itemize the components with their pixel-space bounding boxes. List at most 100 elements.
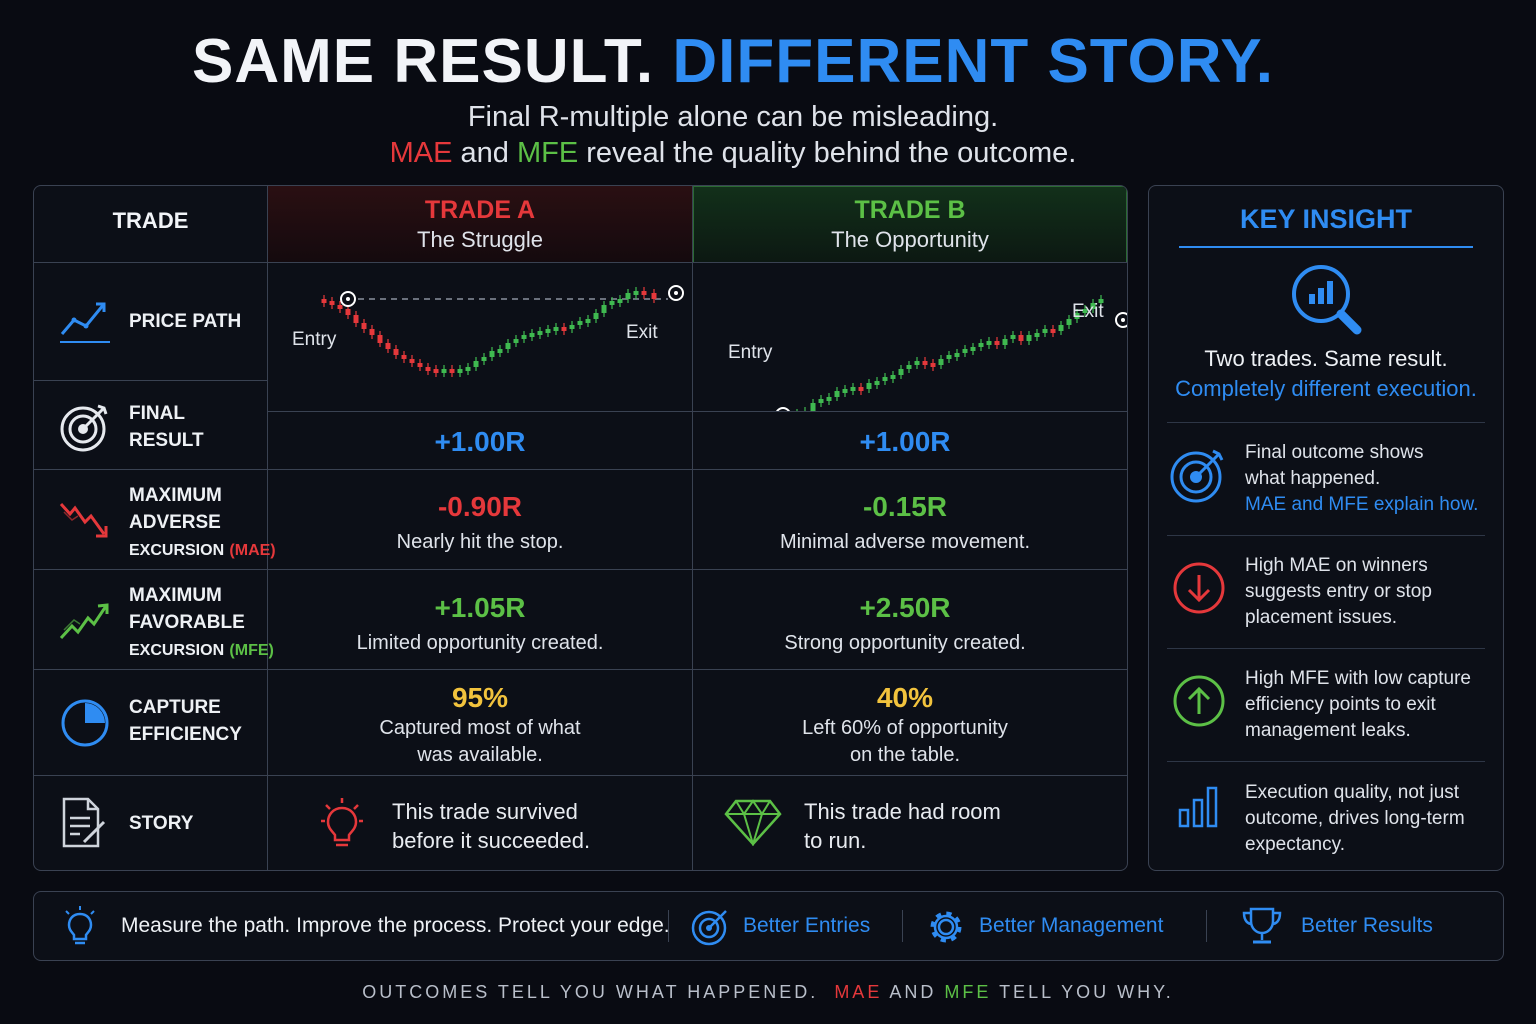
trade-a-mfe-note: Limited opportunity created. bbox=[356, 632, 604, 654]
trade-a-story: This trade survived before it succeeded. bbox=[392, 797, 590, 855]
candle bbox=[417, 359, 423, 371]
candle bbox=[425, 363, 431, 375]
footer-mfe: MFE bbox=[944, 982, 992, 1002]
candle bbox=[882, 373, 888, 385]
candle bbox=[842, 385, 848, 397]
subtitle-and: and bbox=[460, 137, 509, 169]
bottom-bar: Measure the path. Improve the process. P… bbox=[33, 891, 1504, 961]
trade-a-tagline: The Struggle bbox=[417, 227, 543, 252]
candle bbox=[906, 361, 912, 373]
insight-item-4-line-3: expectancy. bbox=[1245, 834, 1345, 855]
target-icon bbox=[60, 404, 108, 452]
footer-part-2: TELL YOU WHY. bbox=[999, 982, 1174, 1002]
insight-item-1: Final outcome shows what happened. MAE a… bbox=[1245, 440, 1495, 518]
candle bbox=[1018, 331, 1024, 345]
insight-item-4-line-2: outcome, drives long-term bbox=[1245, 808, 1465, 829]
candle bbox=[1042, 325, 1048, 337]
candle bbox=[393, 345, 399, 359]
trade-a-capture-note-1: Captured most of what bbox=[379, 717, 581, 739]
footer-and: AND bbox=[889, 982, 937, 1002]
candle bbox=[946, 351, 952, 363]
trade-b-price-chart bbox=[776, 295, 1127, 411]
trade-b-story: This trade had room to run. bbox=[804, 797, 1001, 855]
mfe-label-1: MAXIMUM bbox=[129, 585, 222, 606]
mae-label: MAXIMUM ADVERSE EXCURSION (MAE) bbox=[129, 482, 276, 564]
candle bbox=[804, 407, 806, 411]
subtitle-mfe: MFE bbox=[516, 137, 579, 169]
candle bbox=[914, 357, 920, 369]
title-blue: DIFFERENT STORY. bbox=[672, 27, 1274, 96]
candle bbox=[481, 353, 487, 365]
candle bbox=[978, 339, 984, 351]
mae-abbr: (MAE) bbox=[229, 542, 276, 559]
capture-label-1: CAPTURE bbox=[129, 697, 221, 718]
capture-efficiency-label: CAPTURE EFFICIENCY bbox=[129, 694, 242, 748]
candle bbox=[962, 345, 968, 357]
magnifier-chart-icon bbox=[1292, 265, 1362, 335]
footer-mae: MAE bbox=[834, 982, 883, 1002]
candle bbox=[385, 339, 391, 353]
better-results-link: Better Results bbox=[1301, 914, 1433, 937]
candle bbox=[970, 343, 976, 355]
lightbulb-icon bbox=[65, 906, 95, 945]
comparison-table: TRADE TRADE A The Struggle TRADE B The O… bbox=[33, 185, 1128, 871]
insight-item-1-line-1: Final outcome shows bbox=[1245, 442, 1424, 463]
candle bbox=[1050, 325, 1056, 337]
arrow-down-circle-icon bbox=[1173, 562, 1225, 614]
trade-a-story-1: This trade survived bbox=[392, 799, 578, 824]
insight-item-2-line-1: High MAE on winners bbox=[1245, 555, 1428, 576]
candle bbox=[569, 321, 575, 333]
gear-icon bbox=[930, 911, 962, 943]
trade-b-exit-label: Exit bbox=[1072, 301, 1104, 322]
entry-marker bbox=[776, 407, 790, 411]
footer-part-1: OUTCOMES TELL YOU WHAT HAPPENED. bbox=[362, 982, 819, 1002]
key-insight-panel: KEY INSIGHT Two trades. Same result. Com… bbox=[1148, 185, 1504, 871]
candle bbox=[1058, 321, 1064, 335]
diamond-icon bbox=[724, 799, 782, 846]
target-icon bbox=[1170, 449, 1224, 503]
trade-b-mae-value: -0.15R bbox=[862, 491, 948, 522]
candle bbox=[1010, 331, 1016, 343]
insight-item-2: High MAE on winners suggests entry or st… bbox=[1245, 553, 1495, 631]
trade-a-capture-value: 95% bbox=[451, 682, 509, 713]
candle bbox=[489, 347, 495, 361]
trade-b-entry-label: Entry bbox=[728, 342, 773, 363]
insight-item-1-line-3: MAE and MFE explain how. bbox=[1245, 494, 1479, 515]
insight-item-2-line-2: suggests entry or stop bbox=[1245, 581, 1432, 602]
bar-chart-icon bbox=[1178, 786, 1218, 828]
candle bbox=[1034, 329, 1040, 341]
candle bbox=[377, 331, 383, 347]
downtrend-icon bbox=[59, 502, 108, 538]
candle bbox=[505, 339, 511, 353]
trade-a-price-chart bbox=[321, 285, 684, 377]
candle bbox=[521, 331, 527, 343]
capture-label-2: EFFICIENCY bbox=[129, 724, 242, 745]
trophy-icon bbox=[1242, 907, 1282, 944]
trade-b-story-1: This trade had room bbox=[804, 799, 1001, 824]
trade-a-entry-label: Entry bbox=[292, 329, 337, 350]
candle bbox=[890, 371, 896, 383]
final-result-label-1: FINAL bbox=[129, 403, 185, 424]
candle bbox=[441, 365, 447, 377]
insight-item-3-line-3: management leaks. bbox=[1245, 720, 1411, 741]
candle bbox=[369, 325, 375, 339]
insight-item-3: High MFE with low capture efficiency poi… bbox=[1245, 666, 1495, 744]
mae-label-2: ADVERSE bbox=[129, 512, 221, 533]
candle bbox=[433, 365, 439, 377]
insight-item-3-line-2: efficiency points to exit bbox=[1245, 694, 1436, 715]
trade-b-title: TRADE B bbox=[854, 196, 966, 224]
candle bbox=[850, 383, 856, 395]
candle bbox=[337, 301, 343, 313]
candle bbox=[601, 301, 607, 317]
candle bbox=[585, 315, 591, 327]
better-entries-link: Better Entries bbox=[743, 914, 871, 937]
final-result-label: FINAL RESULT bbox=[129, 400, 204, 454]
story-label: STORY bbox=[129, 813, 194, 834]
target-icon bbox=[691, 910, 727, 946]
trade-a-title: TRADE A bbox=[424, 196, 536, 224]
lightbulb-icon bbox=[321, 798, 363, 847]
trade-b-header-bg bbox=[693, 186, 1127, 263]
subtitle-line-2: MAE and MFE reveal the quality behind th… bbox=[0, 137, 1466, 170]
candle bbox=[609, 297, 615, 309]
candle bbox=[625, 289, 631, 303]
